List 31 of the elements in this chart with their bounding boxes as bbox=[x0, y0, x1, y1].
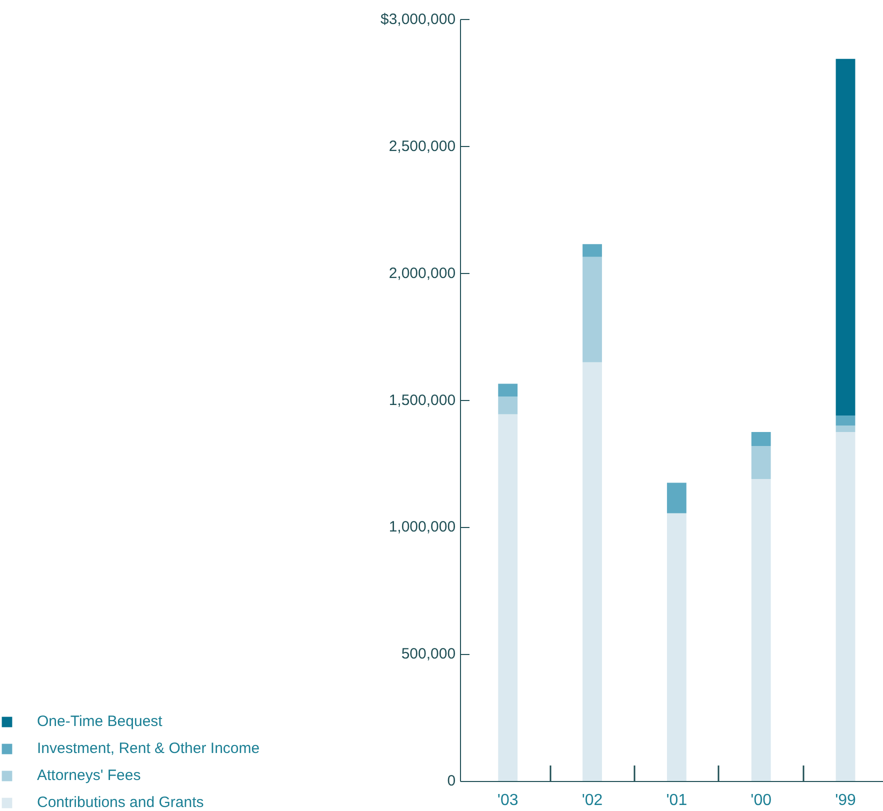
bar bbox=[498, 384, 518, 396]
bar bbox=[836, 416, 856, 426]
bar bbox=[751, 478, 771, 782]
y-tick-label: 2,000,000 bbox=[388, 264, 456, 282]
x-tick-label: '03 bbox=[497, 792, 518, 810]
y-tick-label: $3,000,000 bbox=[380, 11, 456, 28]
x-tick-label: '01 bbox=[666, 792, 688, 810]
x-tick-label: '02 bbox=[582, 792, 603, 810]
legend-label: Investment, Rent & Other Income bbox=[37, 740, 260, 757]
y-tick-label: 0 bbox=[447, 772, 456, 790]
legend-label: Attorneys' Fees bbox=[37, 767, 141, 784]
legend-label: One-Time Bequest bbox=[37, 713, 162, 730]
bar bbox=[666, 513, 686, 782]
y-tick-label: 2,500,000 bbox=[388, 138, 456, 155]
bar bbox=[751, 432, 771, 446]
x-tick-label: '00 bbox=[750, 792, 772, 810]
x-tick-label: '99 bbox=[835, 792, 856, 810]
y-tick-label: 1,500,000 bbox=[388, 392, 456, 409]
legend-label: Contributions and Grants bbox=[37, 794, 204, 811]
bar bbox=[836, 58, 856, 416]
y-tick-label: 500,000 bbox=[401, 646, 456, 663]
y-tick-label: 1,000,000 bbox=[388, 518, 456, 536]
bar bbox=[498, 396, 518, 414]
bar bbox=[498, 414, 518, 782]
bar bbox=[751, 446, 771, 479]
bar bbox=[836, 426, 856, 432]
bar bbox=[582, 244, 602, 257]
bar bbox=[582, 362, 602, 782]
bar bbox=[582, 256, 602, 362]
bar bbox=[666, 482, 686, 514]
bar bbox=[836, 432, 856, 782]
